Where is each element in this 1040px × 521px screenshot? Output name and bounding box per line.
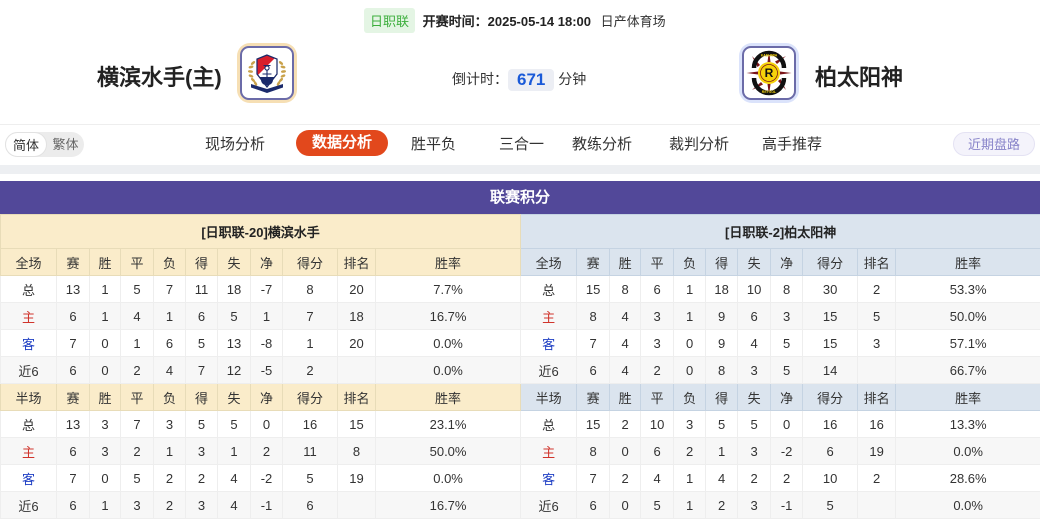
- svg-text:REYSOL: REYSOL: [762, 90, 777, 94]
- svg-text:R: R: [765, 66, 774, 80]
- svg-text:KASHIWA: KASHIWA: [761, 54, 778, 58]
